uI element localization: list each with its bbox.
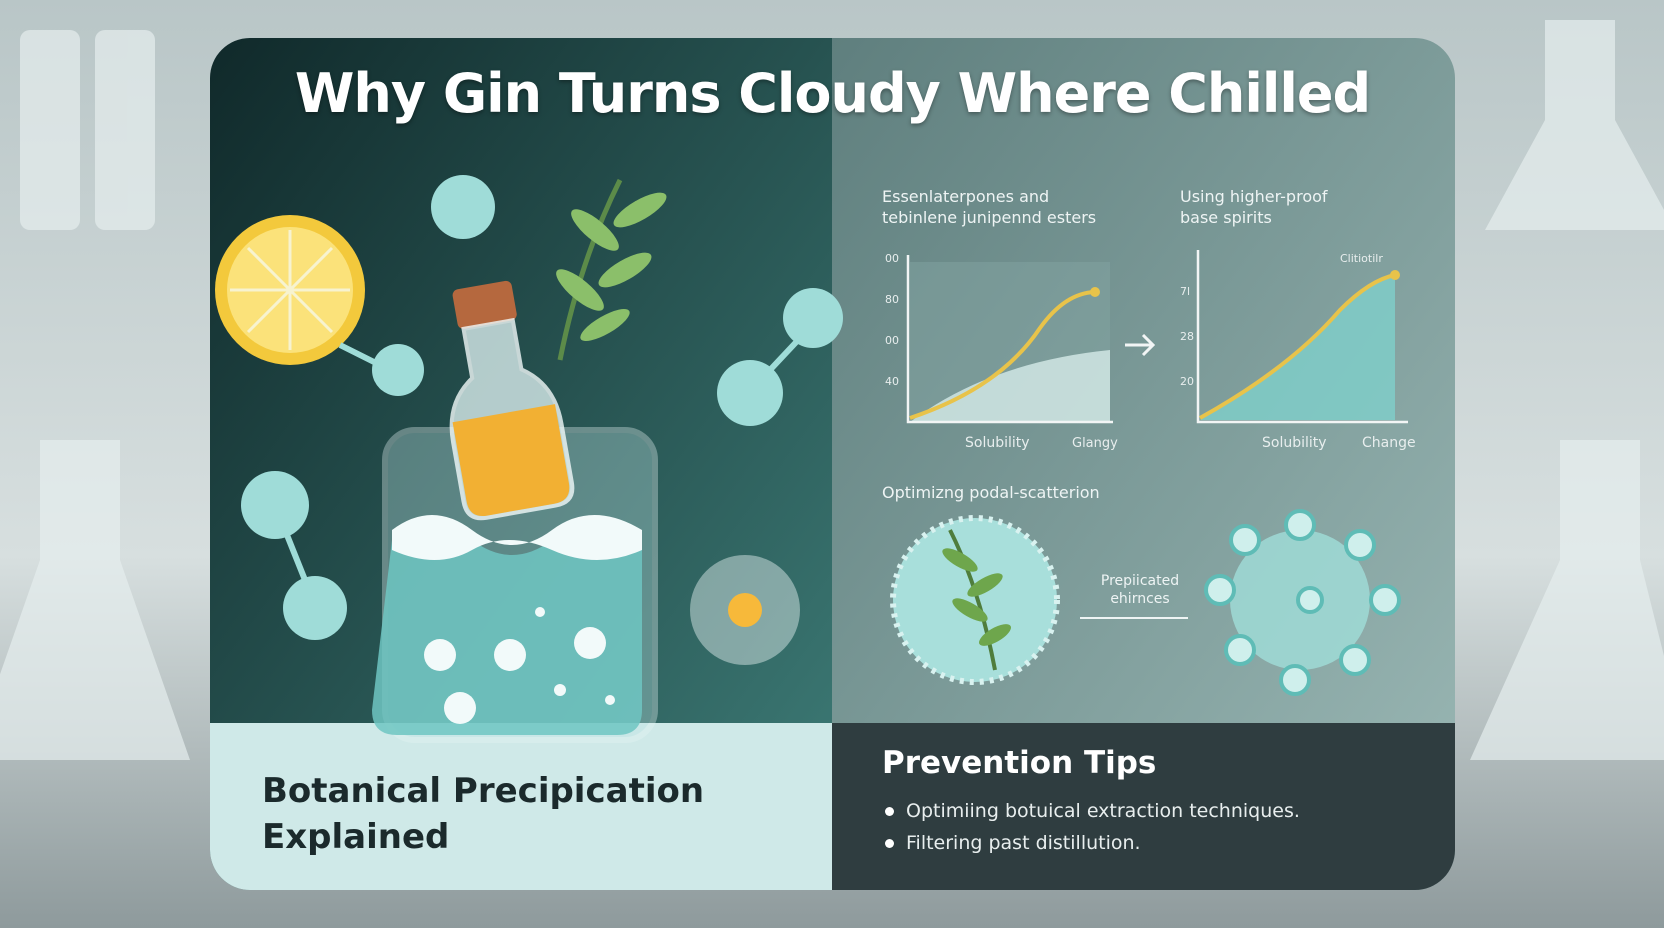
x-label: Solubility [1262, 435, 1327, 451]
y-tick-label: 20 [1180, 375, 1194, 388]
tip: Filtering past distillution. [885, 832, 1141, 854]
y-tick-label: 28 [1180, 330, 1194, 343]
prevention-heading: Prevention Tips [882, 745, 1157, 781]
chart-1: 00 80 00 40 Solubility Glangy [885, 252, 1118, 451]
precipitate-label: Prepiicated ehirnces [1100, 573, 1180, 607]
left-heading: Botanical Precipication Explained [262, 771, 705, 857]
x-label: Change [1362, 435, 1416, 451]
tip: Optimiing botuical extraction techniques… [885, 800, 1300, 822]
background-flasks [0, 20, 1664, 760]
y-tick-label: 80 [885, 293, 899, 306]
x-label: Solubility [965, 435, 1030, 451]
left-art [215, 175, 843, 743]
y-tick-label: 40 [885, 375, 899, 388]
y-tick-label: 00 [885, 252, 899, 265]
precipitate-art [890, 509, 1401, 696]
arrow [1125, 333, 1156, 357]
chart-2: Clitiotilr 7l 28 20 Solubility Change [1180, 250, 1416, 451]
title: Why Gin Turns Cloudy Where Chilled [294, 62, 1371, 125]
left-footer [210, 723, 832, 890]
chart-caption: Using higher-proof base spirits [1180, 187, 1328, 227]
section-caption: Optimizng podal-scatterion [882, 483, 1100, 502]
chart-caption: Essenlaterpones and tebinlene junipennd … [882, 187, 1097, 227]
y-tick-label: 7l [1180, 285, 1190, 298]
annotation: Clitiotilr [1340, 252, 1383, 265]
y-tick-label: 00 [885, 334, 899, 347]
x-label: Glangy [1072, 436, 1118, 451]
